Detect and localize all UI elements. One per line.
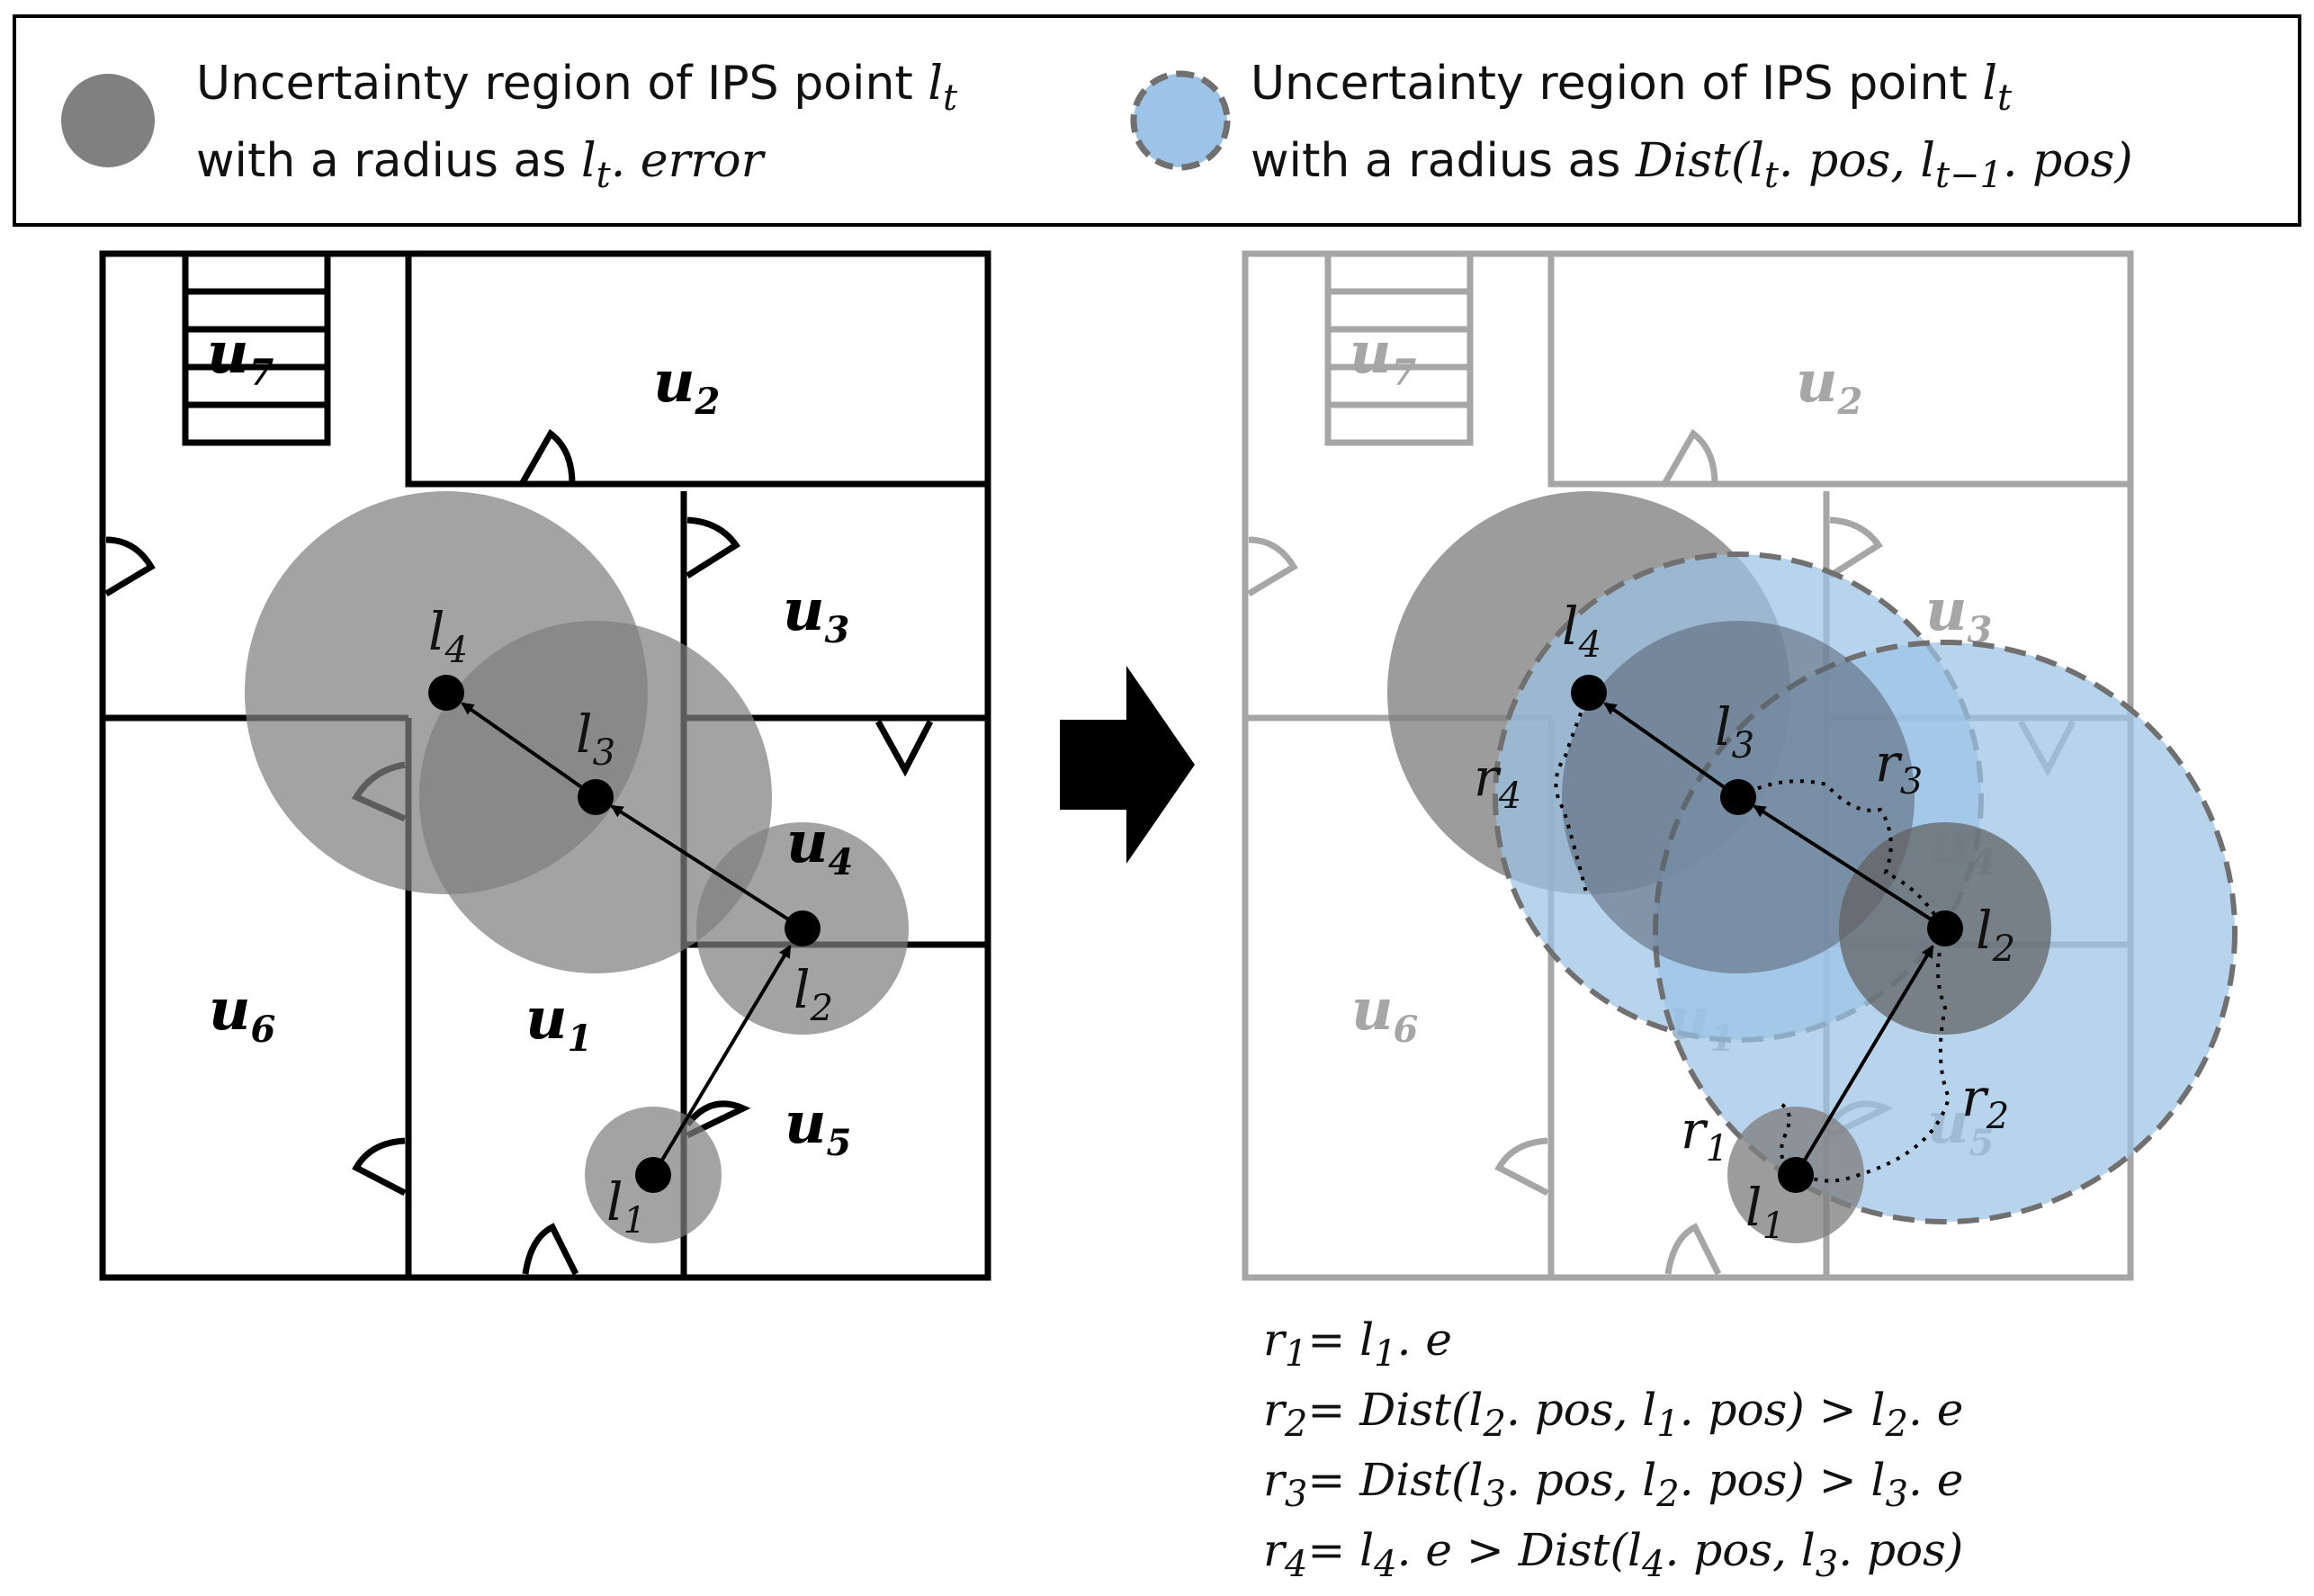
right-point-l1 — [1778, 1157, 1814, 1193]
right-arrow-l2-l3 — [1753, 804, 1947, 930]
right-door-west — [1247, 536, 1298, 597]
right-point-l4 — [1571, 675, 1607, 711]
right-points — [1571, 675, 1963, 1193]
left-arrow-l3-l4 — [461, 702, 597, 799]
right-trajectory — [1603, 702, 1947, 1177]
right-door-u6 — [1494, 1137, 1549, 1197]
left-door-u6 — [352, 1137, 407, 1197]
left-label-u1: u1 — [525, 985, 592, 1060]
radius-path-r3 — [1737, 779, 1947, 933]
right-label-r1: r1 — [1681, 1099, 1728, 1170]
formula-r2: r2= Dist(l2. pos, l1. pos) > l2. e — [1263, 1384, 1963, 1445]
left-door-west — [104, 536, 156, 597]
legend: Uncertainty region of IPS point lt with … — [13, 14, 2301, 227]
left-door-u5 — [685, 1100, 751, 1139]
radius-path-r2 — [1798, 931, 1951, 1183]
left-door-bottom — [522, 1223, 579, 1276]
legend-gray-line2: with a radius as lt. error — [196, 134, 767, 196]
right-room-u2-wall — [1547, 250, 2134, 488]
formula-r3: r3= Dist(l3. pos, l2. pos) > l3. e — [1263, 1454, 1963, 1515]
right-label-r3: r3 — [1875, 732, 1923, 802]
right-label-u6: u6 — [1351, 976, 1418, 1051]
left-label-l2: l2 — [794, 959, 833, 1029]
left-label-l3: l3 — [576, 704, 615, 774]
right-label-l3: l3 — [1715, 696, 1754, 767]
right-label-u3: u3 — [1925, 577, 1992, 651]
right-label-u7: u7 — [1350, 319, 1417, 394]
right-point-labels: l4 l3 l2 l1 r4 r3 r2 r1 — [1474, 596, 2015, 1247]
right-label-u2: u2 — [1796, 348, 1862, 423]
formula-r1: r1= l1. e — [1263, 1314, 1452, 1375]
transition-arrow — [1060, 666, 1195, 864]
left-label-u3: u3 — [783, 577, 849, 651]
right-label-l2: l2 — [1976, 900, 2015, 970]
right-door-bottom — [1664, 1223, 1722, 1276]
right-point-l3 — [1720, 779, 1756, 815]
legend-blue-line2: with a radius as Dist(lt. pos, lt−1. pos… — [1251, 134, 2133, 196]
formulas: r1= l1. e r2= Dist(l2. pos, l1. pos) > l… — [1263, 1314, 1963, 1585]
right-label-l1: l1 — [1745, 1177, 1785, 1247]
right-point-l2 — [1927, 910, 1963, 946]
left-label-u6: u6 — [209, 976, 275, 1051]
radius-path-r4 — [1554, 692, 1591, 897]
left-door-u3-bottom — [874, 720, 934, 777]
left-points — [428, 675, 821, 1193]
left-point-labels: l4 l3 l2 l1 — [428, 601, 833, 1242]
formula-r4: r4= l4. e > Dist(l4. pos, l3. pos) — [1263, 1524, 1963, 1585]
left-door-u3 — [686, 516, 740, 578]
left-room-labels: u2 u3 u4 u5 u6 u1 u7 — [207, 319, 853, 1164]
left-room-u2-wall — [405, 250, 991, 488]
right-stairs-u7 — [1324, 250, 1474, 446]
legend-blue-swatch — [1130, 70, 1231, 171]
left-arrow-l1-l2 — [651, 945, 792, 1177]
right-label-r4: r4 — [1474, 747, 1521, 817]
right-uncertainty-regions — [1387, 491, 2238, 1243]
left-point-l2 — [785, 910, 821, 946]
left-label-l4: l4 — [428, 601, 468, 671]
left-door-u2 — [518, 428, 576, 486]
right-label-l4: l4 — [1562, 596, 1601, 666]
left-point-l1 — [635, 1157, 671, 1193]
left-point-l4 — [428, 675, 464, 711]
left-label-l1: l1 — [606, 1171, 646, 1242]
legend-blue-line1: Uncertainty region of IPS point lt — [1251, 57, 2013, 119]
right-door-u3 — [1828, 516, 1883, 578]
left-label-u2: u2 — [653, 348, 720, 423]
left-arrow-l2-l3 — [610, 804, 804, 930]
right-arrow-l3-l4 — [1603, 702, 1740, 799]
left-label-u5: u5 — [785, 1089, 851, 1164]
legend-gray-line1: Uncertainty region of IPS point lt — [196, 57, 958, 119]
left-label-u4: u4 — [786, 809, 853, 883]
legend-gray-swatch — [61, 74, 155, 167]
left-stairs-u7 — [182, 250, 331, 446]
left-trajectory — [461, 702, 804, 1177]
right-arrow-l1-l2 — [1794, 945, 1934, 1177]
right-door-u2 — [1661, 428, 1718, 486]
left-point-l3 — [578, 779, 614, 815]
left-label-u7: u7 — [207, 319, 274, 394]
right-label-r2: r2 — [1961, 1067, 2009, 1137]
